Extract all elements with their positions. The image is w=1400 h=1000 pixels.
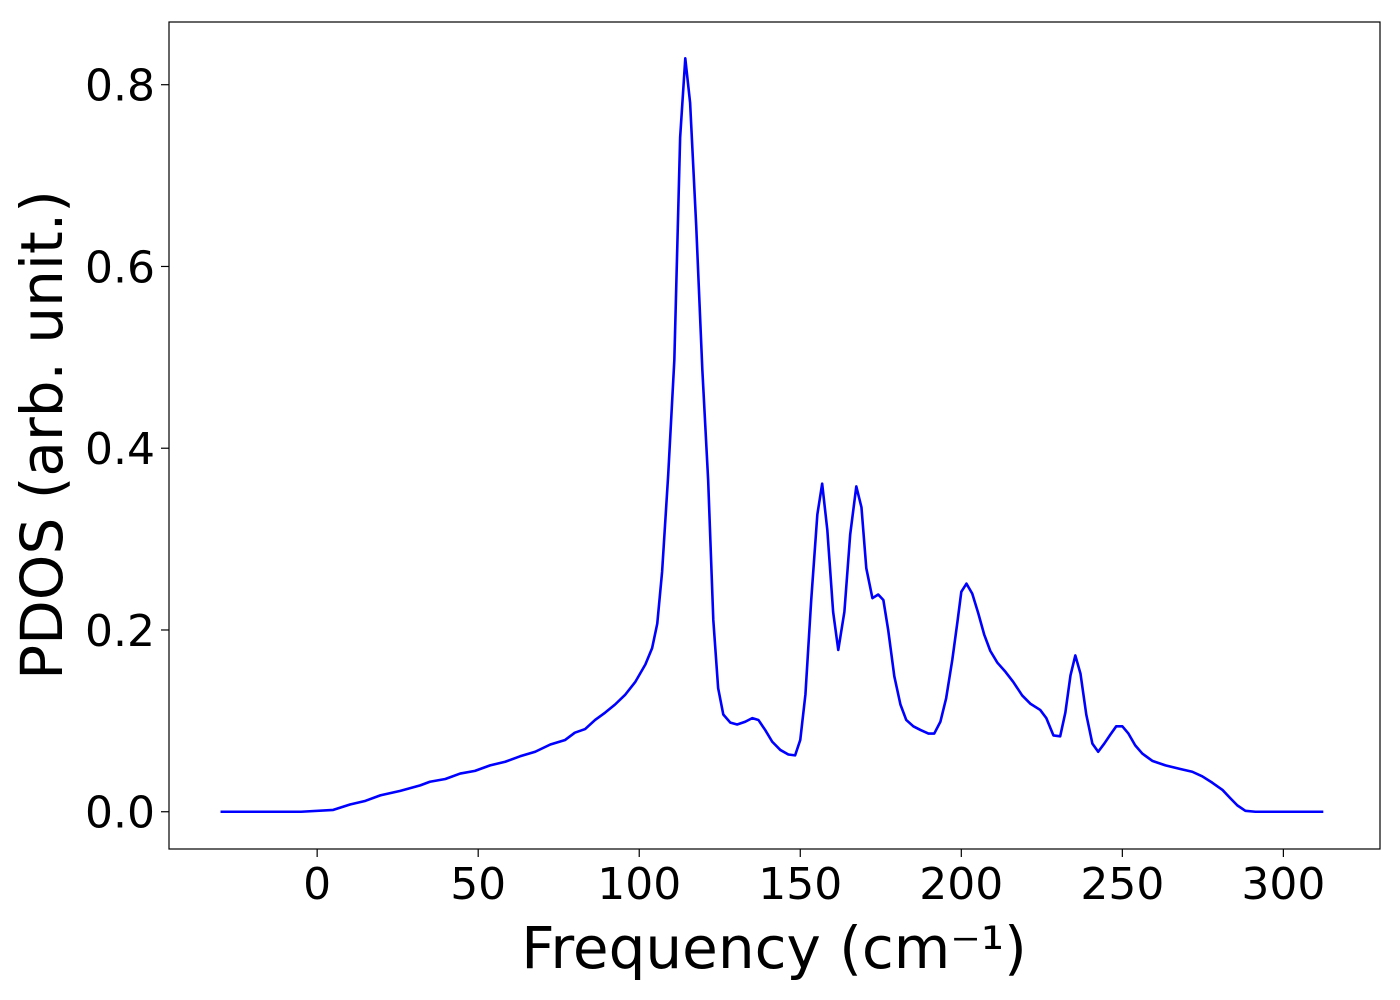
- data-line: [220, 57, 1324, 814]
- y-tick-label: 0.4: [85, 424, 155, 475]
- x-tick-label: 0: [303, 859, 331, 910]
- x-axis-label: Frequency (cm⁻¹): [521, 914, 1027, 982]
- y-tick-label: 0.0: [85, 788, 155, 839]
- x-tick-label: 200: [919, 859, 1003, 910]
- x-tick-label: 100: [597, 859, 681, 910]
- x-tick-label: 250: [1080, 859, 1164, 910]
- y-tick-label: 0.6: [85, 242, 155, 293]
- y-tick-label: 0.2: [85, 606, 155, 657]
- plot-frame: [168, 21, 1381, 850]
- y-axis-label: PDOS (arb. unit.): [8, 190, 76, 680]
- y-tick-label: 0.8: [85, 61, 155, 112]
- x-tick-label: 150: [758, 859, 842, 910]
- x-tick-label: 300: [1241, 859, 1325, 910]
- x-tick-label: 50: [450, 859, 506, 910]
